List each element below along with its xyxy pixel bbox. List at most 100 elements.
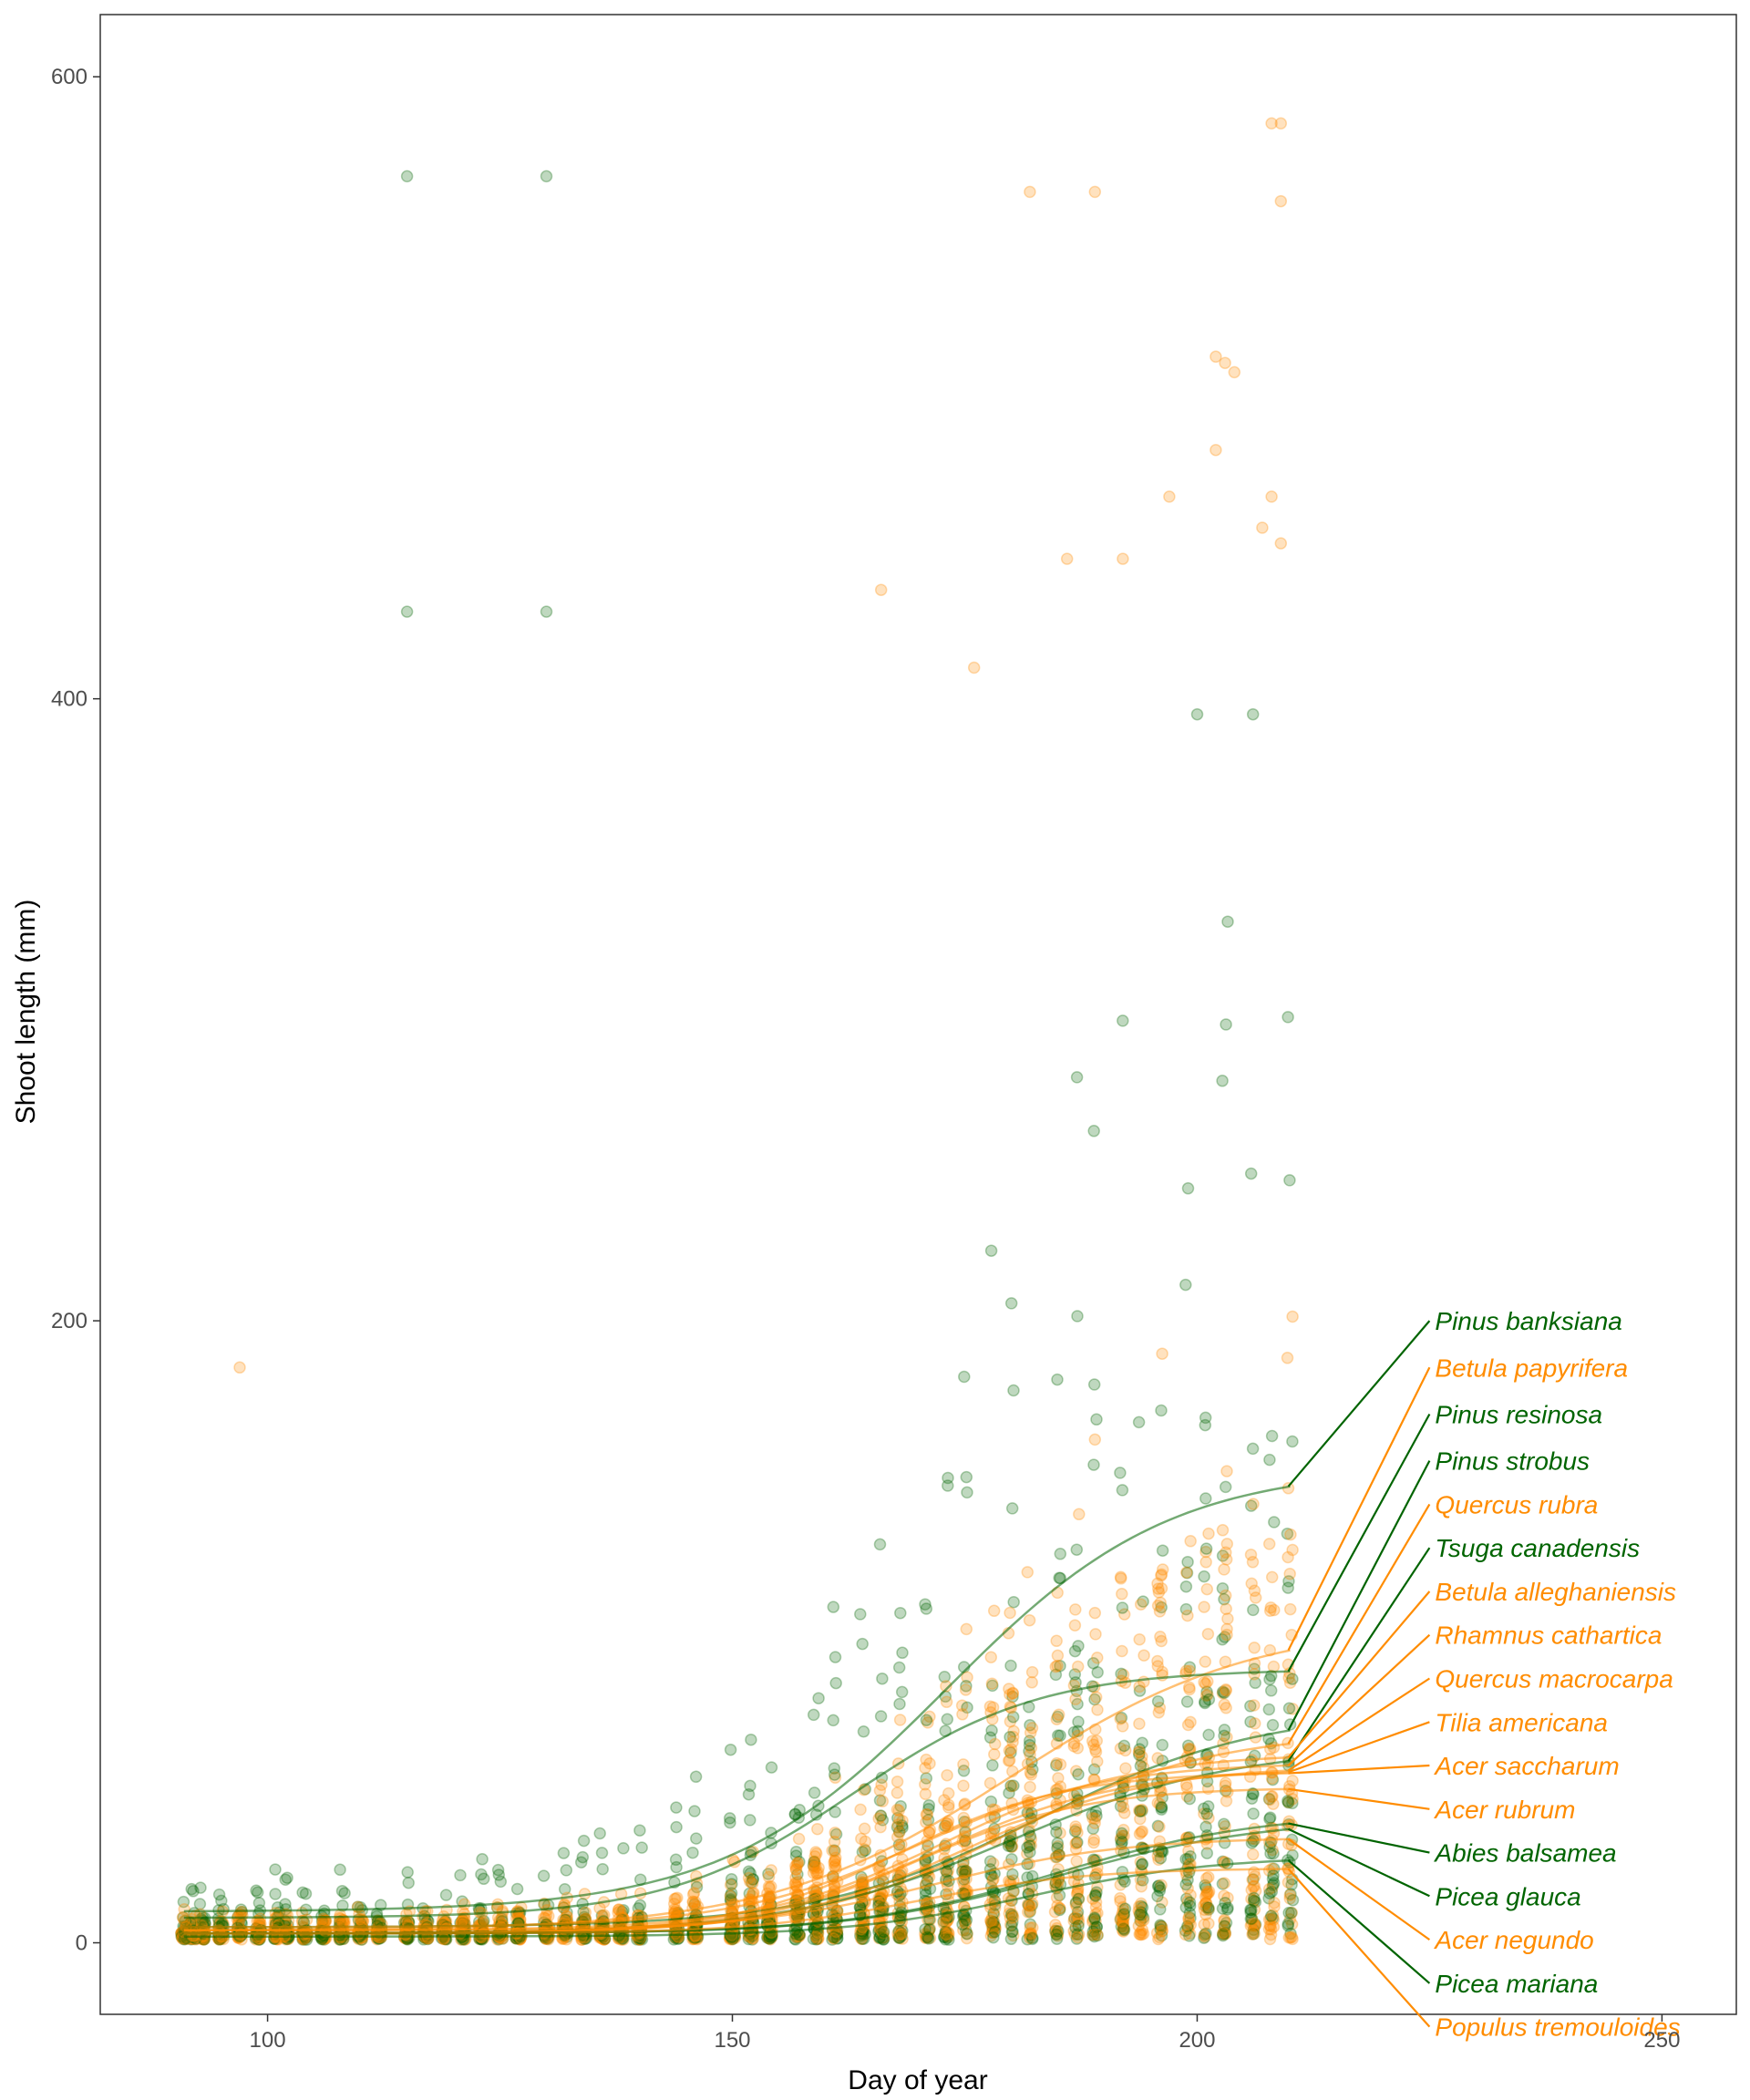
data-point: [1051, 1373, 1064, 1386]
data-point: [1249, 1918, 1262, 1931]
data-point: [1003, 1683, 1015, 1695]
data-point: [829, 1827, 843, 1841]
data-point: [1284, 1888, 1297, 1900]
data-point: [1135, 1915, 1148, 1928]
data-point: [938, 1794, 951, 1807]
data-point: [1004, 1297, 1018, 1310]
data-point: [829, 1651, 842, 1663]
data-point: [1216, 1686, 1230, 1700]
data-point: [279, 1902, 293, 1916]
data-point: [1087, 1763, 1101, 1776]
outlier-point: [1219, 356, 1231, 369]
data-point: [1199, 1556, 1212, 1569]
data-point: [1136, 1805, 1148, 1817]
data-point: [1069, 1676, 1082, 1689]
data-point: [1155, 1800, 1168, 1814]
data-point: [558, 1883, 571, 1896]
data-point: [1069, 1837, 1082, 1850]
data-point: [1089, 1691, 1103, 1704]
species-label: Pinus banksiana: [1435, 1307, 1621, 1335]
data-point: [1286, 1543, 1299, 1557]
data-point: [1246, 1928, 1259, 1940]
data-point: [1218, 1817, 1230, 1830]
data-point: [1069, 1897, 1082, 1910]
data-point: [856, 1637, 869, 1651]
data-point: [1246, 1848, 1260, 1861]
data-point: [1071, 1310, 1084, 1323]
data-point: [1050, 1921, 1064, 1935]
data-point: [1286, 1310, 1299, 1323]
data-point: [299, 1887, 313, 1900]
data-point: [633, 1899, 647, 1912]
data-point: [1024, 1718, 1036, 1732]
data-point: [792, 1832, 806, 1846]
data-point: [961, 1671, 973, 1684]
data-point: [1087, 1458, 1100, 1471]
data-point: [1089, 1745, 1103, 1758]
data-point: [1266, 1911, 1280, 1925]
x-tick-label: 150: [714, 2028, 750, 2053]
data-point: [1133, 1632, 1146, 1646]
data-point: [807, 1858, 820, 1872]
species-label: Pinus resinosa: [1435, 1401, 1602, 1429]
data-point: [1052, 1839, 1065, 1853]
data-point: [791, 1868, 804, 1881]
data-point: [1151, 1654, 1164, 1668]
data-point: [829, 1855, 841, 1868]
data-point: [1115, 1920, 1128, 1933]
data-point: [574, 1856, 588, 1868]
data-point: [617, 1842, 630, 1855]
species-label: Quercus rubra: [1435, 1490, 1598, 1518]
data-point: [746, 1933, 759, 1946]
data-point: [1216, 1685, 1230, 1698]
data-point: [1218, 1686, 1230, 1700]
data-point: [234, 1903, 248, 1916]
species-label: Picea glauca: [1435, 1882, 1580, 1910]
data-point: [1181, 1739, 1195, 1752]
data-point: [1220, 1546, 1232, 1560]
data-point: [1136, 1901, 1149, 1914]
data-point: [1154, 1903, 1167, 1916]
data-point: [1244, 1167, 1258, 1180]
data-point: [1152, 1706, 1166, 1719]
data-point: [667, 1897, 681, 1910]
data-point: [1248, 1668, 1261, 1681]
data-point: [765, 1864, 777, 1877]
data-point: [1090, 1809, 1103, 1823]
data-point: [829, 1676, 842, 1690]
data-point: [1024, 1904, 1037, 1918]
data-point: [988, 1920, 1001, 1932]
data-point: [921, 1716, 934, 1729]
data-point: [827, 1714, 839, 1727]
data-point: [1117, 1823, 1130, 1837]
data-point: [984, 1244, 998, 1257]
data-point: [807, 1867, 820, 1879]
data-point: [1069, 1603, 1082, 1616]
data-point: [765, 1761, 778, 1774]
data-point: [595, 1847, 609, 1859]
data-point: [1247, 1603, 1260, 1617]
data-point: [1181, 1182, 1195, 1195]
data-point: [1245, 1792, 1259, 1805]
data-point: [1198, 1918, 1211, 1931]
x-tick-label: 250: [1643, 2028, 1680, 2053]
data-point: [1202, 1885, 1216, 1899]
data-point: [723, 1812, 736, 1825]
data-point: [1068, 1619, 1082, 1632]
data-point: [1133, 1684, 1147, 1697]
data-point: [959, 1683, 973, 1696]
data-point: [1155, 1801, 1168, 1814]
data-point: [1024, 1918, 1037, 1931]
species-label: Acer negundo: [1433, 1926, 1593, 1954]
data-point: [762, 1868, 775, 1880]
outlier-point: [1024, 185, 1036, 199]
data-point: [1201, 1800, 1215, 1813]
data-point: [1262, 1703, 1276, 1716]
data-point: [1221, 1612, 1234, 1625]
data-point: [1068, 1644, 1082, 1658]
data-point: [1152, 1932, 1165, 1946]
data-point: [615, 1905, 629, 1919]
data-point: [1220, 1628, 1233, 1642]
outlier-point: [1163, 490, 1176, 503]
data-point: [857, 1932, 870, 1945]
